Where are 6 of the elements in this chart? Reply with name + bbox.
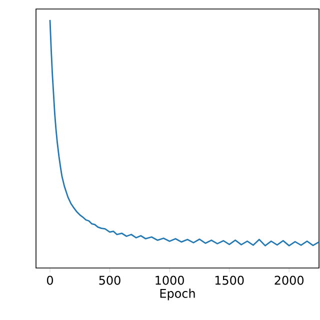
x-tick-label: 2000 bbox=[274, 276, 304, 285]
x-tick-label: 0 bbox=[46, 276, 53, 285]
x-tick-label: 1500 bbox=[215, 276, 244, 285]
x-tick-label: 1000 bbox=[156, 276, 184, 285]
x-tick-label: 500 bbox=[99, 276, 120, 285]
x-axis-title: Epoch bbox=[160, 288, 195, 300]
